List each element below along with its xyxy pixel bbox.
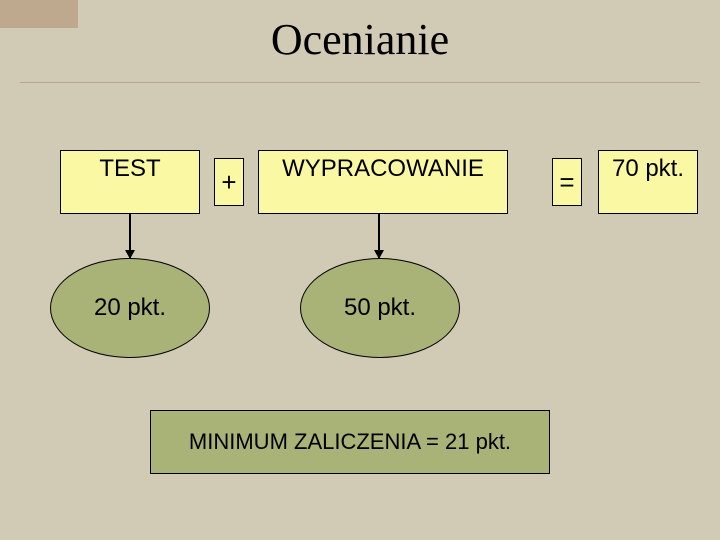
box-test: TEST	[60, 150, 200, 214]
box-total-label: 70 pkt.	[612, 155, 684, 183]
operator-plus-label: +	[221, 167, 236, 198]
box-wypracowanie: WYPRACOWANIE	[258, 150, 508, 214]
title-wrap: Ocenianie	[0, 14, 720, 65]
box-total: 70 pkt.	[598, 150, 698, 214]
oval-right: 50 pkt.	[300, 258, 460, 358]
oval-left-label: 20 pkt.	[94, 294, 166, 322]
page-title: Ocenianie	[0, 14, 720, 65]
connector-left	[129, 214, 131, 258]
connector-right	[378, 214, 380, 258]
operator-equals: =	[552, 158, 582, 206]
minimum-label: MINIMUM ZALICZENIA = 21 pkt.	[189, 429, 511, 455]
oval-right-label: 50 pkt.	[344, 294, 416, 322]
box-test-label: TEST	[99, 155, 160, 183]
minimum-box: MINIMUM ZALICZENIA = 21 pkt.	[150, 410, 550, 474]
oval-left: 20 pkt.	[50, 258, 210, 358]
box-wypracowanie-label: WYPRACOWANIE	[282, 155, 484, 183]
operator-equals-label: =	[559, 167, 574, 198]
title-divider	[20, 82, 700, 83]
operator-plus: +	[214, 158, 244, 206]
